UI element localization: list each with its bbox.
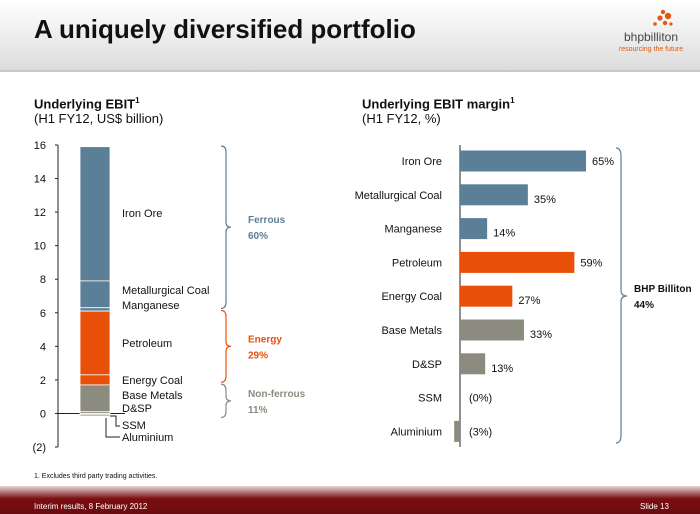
margin-chart-subtitle: (H1 FY12, %) <box>362 111 441 126</box>
margin-bar-aluminium <box>454 420 460 442</box>
group-label-nonferrous: Non-ferrous <box>248 389 306 400</box>
y-tick-label: 2 <box>40 375 46 387</box>
category-label-energy-coal: Energy Coal <box>381 291 442 303</box>
segment-label-metallurgical-coal: Metallurgical Coal <box>122 285 209 297</box>
slide-footer <box>0 486 700 514</box>
y-tick-label: 12 <box>34 207 46 219</box>
brace-total <box>615 147 628 444</box>
y-tick-label: (2) <box>33 442 46 454</box>
margin-bar-energy-coal <box>460 285 513 307</box>
margin-bar-manganese <box>460 218 488 240</box>
segment-label-manganese: Manganese <box>122 300 180 312</box>
category-label-base-metals: Base Metals <box>381 325 442 337</box>
company-logo: bhpbilliton resourcing the future <box>608 8 694 60</box>
value-label-aluminium: (3%) <box>469 426 492 438</box>
header-divider <box>0 70 700 72</box>
margin-bar-petroleum <box>460 251 575 273</box>
category-label-metallurgical-coal: Metallurgical Coal <box>355 190 442 202</box>
logo-tagline: resourcing the future <box>618 46 684 53</box>
y-tick-label: 4 <box>40 341 46 353</box>
bar-segment-iron-ore <box>79 146 111 282</box>
group-label-energy: Energy <box>248 334 282 345</box>
value-label-base-metals: 33% <box>530 329 552 341</box>
value-label-dsp: 13% <box>491 363 513 375</box>
category-label-dsp: D&SP <box>412 359 442 371</box>
margin-bar-metallurgical-coal <box>460 184 528 206</box>
group-pct-nonferrous: 11% <box>248 405 268 416</box>
y-tick-label: 8 <box>40 274 46 286</box>
category-label-aluminium: Aluminium <box>391 426 442 438</box>
group-pct-energy: 29% <box>248 350 268 361</box>
value-label-metallurgical-coal: 35% <box>534 194 556 206</box>
y-tick-label: 6 <box>40 308 46 320</box>
segment-label-energy-coal: Energy Coal <box>122 375 183 387</box>
y-tick-label: 14 <box>34 174 46 186</box>
category-label-petroleum: Petroleum <box>392 257 442 269</box>
ebit-stacked-bar-chart: 16 14 12 10 8 6 4 2 0 (2) Iron Ore Metallurgical Co… <box>33 140 306 454</box>
brace-energy <box>220 309 232 383</box>
value-label-manganese: 14% <box>493 228 515 240</box>
brace-nonferrous <box>220 383 232 419</box>
margin-chart-title: Underlying EBIT margin1 <box>362 96 515 112</box>
category-label-ssm: SSM <box>418 393 442 405</box>
footnote: 1. Excludes third party trading activiti… <box>34 473 158 480</box>
bar-segment-aluminium <box>79 413 111 417</box>
segment-label-ssm: SSM <box>122 420 146 432</box>
category-label-manganese: Manganese <box>385 224 443 236</box>
y-tick-label: 0 <box>40 408 46 420</box>
slide-title: A uniquely diversified portfolio <box>34 14 416 44</box>
segment-label-aluminium: Aluminium <box>122 432 173 444</box>
segment-label-dsp: D&SP <box>122 403 152 415</box>
bar-segment-manganese <box>79 307 111 312</box>
value-label-iron-ore: 65% <box>592 156 614 168</box>
brace-ferrous <box>220 145 232 310</box>
value-label-ssm: (0%) <box>469 393 492 405</box>
value-label-energy-coal: 27% <box>518 295 540 307</box>
segment-label-iron-ore: Iron Ore <box>122 208 162 220</box>
segment-label-petroleum: Petroleum <box>122 338 172 350</box>
leader-line-aluminium <box>105 418 120 438</box>
segment-label-base-metals: Base Metals <box>122 390 183 402</box>
leader-line-ssm <box>110 415 120 427</box>
logo-dots-icon <box>653 9 673 26</box>
margin-bar-iron-ore <box>460 150 586 172</box>
ebit-chart-title: Underlying EBIT1 <box>34 96 140 112</box>
group-label-ferrous: Ferrous <box>248 215 286 226</box>
category-label-iron-ore: Iron Ore <box>402 156 442 168</box>
slide-header <box>0 0 700 70</box>
margin-bar-base-metals <box>460 319 524 341</box>
margin-bar-dsp <box>460 353 486 375</box>
group-pct-ferrous: 60% <box>248 231 268 242</box>
logo-name: bhpbilliton <box>623 30 679 44</box>
total-value: 44% <box>634 300 654 311</box>
footer-slide-number: Slide 13 <box>640 502 669 511</box>
footer-presentation-info: Interim results, 8 February 2012 <box>34 502 148 511</box>
bar-segment-base-metals <box>79 384 111 413</box>
total-label: BHP Billiton <box>634 284 692 295</box>
bar-segment-energy-coal <box>79 374 111 386</box>
bar-segment-metallurgical-coal <box>79 280 111 309</box>
y-tick-label: 16 <box>34 140 46 152</box>
value-label-petroleum: 59% <box>580 257 602 269</box>
margin-bar-chart: Iron Ore 65% Metallurgical Coal 35% Manganes… <box>355 145 692 447</box>
y-tick-label: 10 <box>34 241 46 253</box>
bar-segment-petroleum <box>79 310 111 376</box>
ebit-chart-subtitle: (H1 FY12, US$ billion) <box>34 111 164 126</box>
